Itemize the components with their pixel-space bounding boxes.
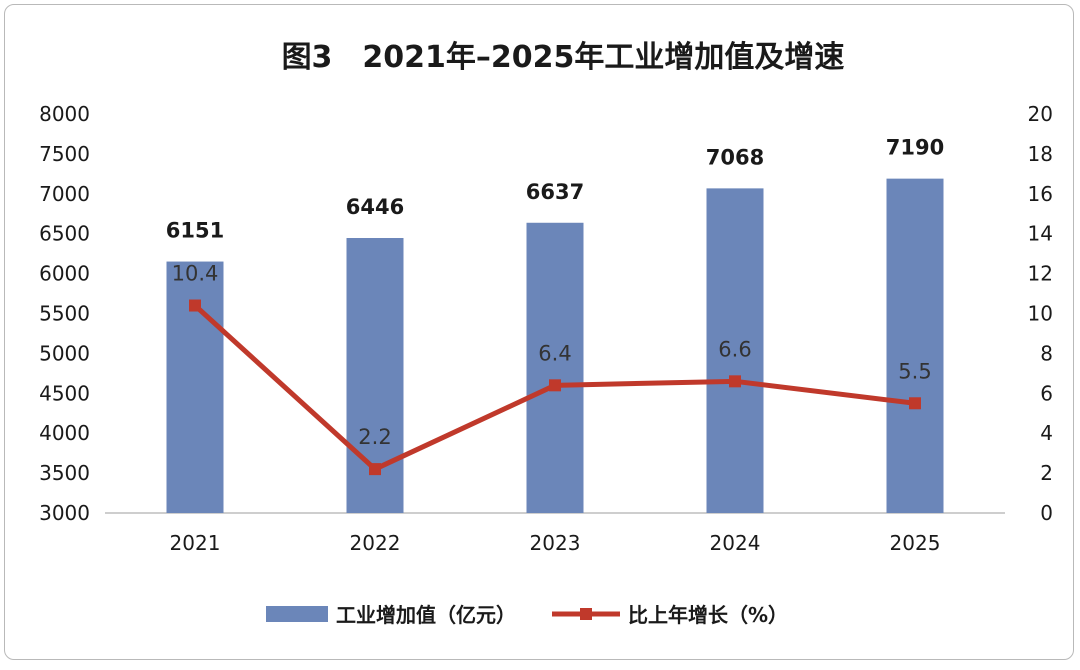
line-point — [369, 463, 381, 476]
legend-line-marker — [580, 608, 592, 620]
right-tick-label: 8 — [1040, 341, 1053, 365]
bar-data-label: 6446 — [346, 195, 404, 219]
line-data-label: 6.4 — [538, 341, 571, 365]
x-tick-label: 2024 — [710, 531, 761, 555]
bar-data-label: 7068 — [706, 145, 764, 169]
right-tick-label: 14 — [1028, 222, 1053, 246]
line-data-label: 2.2 — [358, 425, 391, 449]
bar — [526, 222, 584, 513]
left-tick-label: 4500 — [39, 381, 90, 405]
right-tick-label: 18 — [1028, 142, 1053, 166]
legend-line-label: 比上年增长（%） — [628, 603, 788, 627]
left-tick-label: 5000 — [39, 341, 90, 365]
line-point — [729, 375, 741, 388]
left-tick-label: 6500 — [39, 222, 90, 246]
line-data-label: 5.5 — [898, 359, 931, 383]
line-series — [189, 299, 921, 476]
x-tick-label: 2021 — [170, 531, 221, 555]
right-tick-label: 16 — [1028, 182, 1053, 206]
bar-data-labels: 6151 6446 6637 7068 7190 — [166, 136, 944, 243]
left-tick-label: 3500 — [39, 461, 90, 485]
x-tick-label: 2025 — [890, 531, 941, 555]
x-axis: 2021 2022 2023 2024 2025 — [170, 531, 941, 555]
left-tick-label: 7000 — [39, 182, 90, 206]
right-tick-label: 12 — [1028, 262, 1053, 286]
x-tick-label: 2022 — [350, 531, 401, 555]
right-tick-label: 6 — [1040, 381, 1053, 405]
line-data-label: 6.6 — [718, 337, 751, 361]
right-tick-label: 4 — [1040, 421, 1053, 445]
left-tick-label: 3000 — [39, 501, 90, 525]
left-axis: 3000 3500 4000 4500 5000 5500 6000 6500 7000 7500… — [39, 102, 90, 525]
right-axis: 0 2 4 6 8 10 12 14 16 18 20 — [1028, 102, 1053, 525]
left-tick-label: 4000 — [39, 421, 90, 445]
chart-title: 图3 2021年–2025年工业增加值及增速 — [282, 40, 845, 75]
line-point — [189, 299, 201, 312]
bar-data-label: 6637 — [526, 180, 584, 204]
line-data-labels: 10.4 2.2 6.4 6.6 5.5 — [172, 262, 932, 450]
legend: 工业增加值（亿元） 比上年增长（%） — [266, 603, 788, 627]
right-tick-label: 2 — [1040, 461, 1053, 485]
line-point — [549, 379, 561, 392]
bar — [166, 261, 224, 513]
left-tick-label: 8000 — [39, 102, 90, 126]
line-point — [909, 397, 921, 410]
right-tick-label: 10 — [1028, 302, 1053, 326]
legend-bar-label: 工业增加值（亿元） — [336, 603, 516, 627]
x-tick-label: 2023 — [530, 531, 581, 555]
left-tick-label: 6000 — [39, 262, 90, 286]
bar-data-label: 7190 — [886, 136, 944, 160]
bar — [706, 188, 764, 513]
right-tick-label: 20 — [1028, 102, 1053, 126]
left-tick-label: 5500 — [39, 302, 90, 326]
left-tick-label: 7500 — [39, 142, 90, 166]
line-data-label: 10.4 — [172, 262, 219, 286]
right-tick-label: 0 — [1040, 501, 1053, 525]
legend-bar-swatch — [266, 606, 328, 622]
bar-data-label: 6151 — [166, 219, 224, 243]
bar — [886, 178, 944, 513]
